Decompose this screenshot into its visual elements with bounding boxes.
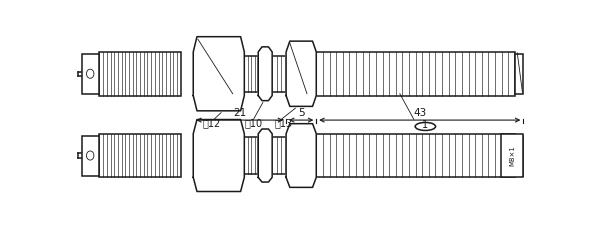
Polygon shape [193,120,244,191]
Bar [501,134,524,177]
Bar [316,134,515,177]
Text: ⌢12: ⌢12 [202,118,221,128]
Text: ⌢10: ⌢10 [244,118,262,128]
Text: ⌢13: ⌢13 [274,118,293,128]
Bar [244,137,258,174]
Polygon shape [258,129,272,182]
Bar [515,54,524,94]
Polygon shape [286,124,316,187]
Text: 21: 21 [233,108,246,118]
Bar [82,54,99,94]
Polygon shape [286,41,316,106]
Bar [244,56,258,92]
Bar [272,56,286,92]
Bar [272,137,286,174]
Polygon shape [193,37,244,111]
Ellipse shape [86,151,94,160]
Bar [316,52,515,96]
Bar [82,135,99,176]
Text: 43: 43 [413,108,426,118]
Text: M8×1: M8×1 [509,145,515,166]
Bar [99,52,181,96]
Ellipse shape [86,69,94,78]
Text: 1: 1 [422,120,428,131]
Polygon shape [258,47,272,101]
Bar [99,134,181,177]
Bar [515,135,524,176]
Text: 5: 5 [298,108,304,118]
